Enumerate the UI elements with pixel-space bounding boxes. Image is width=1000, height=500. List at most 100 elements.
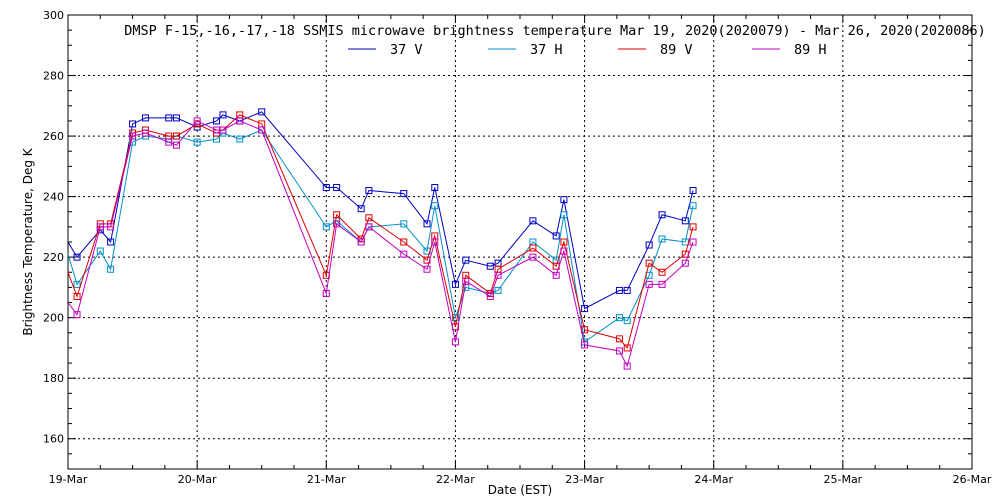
data-point xyxy=(689,202,697,210)
data-point xyxy=(560,247,568,255)
data-point xyxy=(552,232,560,240)
y-tick-label: 220 xyxy=(43,251,64,264)
data-point xyxy=(451,314,459,322)
data-point xyxy=(219,126,227,134)
data-point xyxy=(73,311,81,319)
data-point xyxy=(431,238,439,246)
data-point xyxy=(107,265,115,273)
data-point xyxy=(357,238,365,246)
data-point xyxy=(689,223,697,231)
data-point xyxy=(560,196,568,204)
x-tick-label: 24-Mar xyxy=(694,473,733,486)
data-point xyxy=(400,238,408,246)
y-tick-label: 240 xyxy=(43,191,64,204)
data-point xyxy=(333,184,341,192)
data-point xyxy=(431,202,439,210)
data-point xyxy=(73,292,81,300)
data-point xyxy=(486,262,494,270)
data-point xyxy=(645,241,653,249)
data-series xyxy=(67,108,697,370)
data-point xyxy=(73,280,81,288)
data-point xyxy=(400,250,408,258)
data-point xyxy=(623,344,631,352)
data-point xyxy=(645,280,653,288)
data-point xyxy=(689,238,697,246)
legend-label: 89 H xyxy=(794,42,827,58)
series-37-h xyxy=(67,126,697,346)
data-point xyxy=(615,347,623,355)
data-point xyxy=(219,111,227,119)
data-point xyxy=(213,117,221,125)
data-point xyxy=(615,286,623,294)
data-point xyxy=(193,138,201,146)
data-point xyxy=(322,223,330,231)
data-point xyxy=(96,247,104,255)
legend-item-37-h: 37 H xyxy=(488,42,563,58)
data-point xyxy=(172,132,180,140)
data-point xyxy=(623,362,631,370)
legend-item-89-h: 89 H xyxy=(752,42,827,58)
data-point xyxy=(96,223,104,231)
series-89-h xyxy=(67,117,697,370)
data-point xyxy=(365,187,373,195)
data-point xyxy=(494,271,502,279)
y-tick-label: 160 xyxy=(43,433,64,446)
data-point xyxy=(129,120,137,128)
data-point xyxy=(357,205,365,213)
chart-title: DMSP F-15,-16,-17,-18 SSMIS microwave br… xyxy=(124,23,986,39)
data-point xyxy=(658,268,666,276)
data-point xyxy=(193,117,201,125)
data-point xyxy=(73,253,81,261)
data-point xyxy=(423,220,431,228)
data-point xyxy=(165,138,173,146)
data-point xyxy=(462,256,470,264)
x-tick-label: 19-Mar xyxy=(49,473,88,486)
data-point xyxy=(400,220,408,228)
data-point xyxy=(689,187,697,195)
axis-ticks xyxy=(67,14,973,470)
data-point xyxy=(529,244,537,252)
series-line-89-h xyxy=(67,120,694,368)
legend-item-89-v: 89 V xyxy=(618,42,693,58)
x-tick-label: 25-Mar xyxy=(823,473,862,486)
legend-label: 89 V xyxy=(660,42,693,58)
data-point xyxy=(658,211,666,219)
data-point xyxy=(333,211,341,219)
data-point xyxy=(615,335,623,343)
data-point xyxy=(141,114,149,122)
x-tick-label: 26-Mar xyxy=(953,473,992,486)
data-point xyxy=(400,190,408,198)
y-tick-label: 280 xyxy=(43,70,64,83)
data-point xyxy=(258,126,266,134)
data-point xyxy=(423,265,431,273)
series-line-37-v xyxy=(67,111,694,310)
data-point xyxy=(462,277,470,285)
data-point xyxy=(236,117,244,125)
data-point xyxy=(258,108,266,116)
y-tick-label: 260 xyxy=(43,130,64,143)
data-point xyxy=(107,223,115,231)
data-point xyxy=(165,114,173,122)
data-point xyxy=(658,235,666,243)
data-point xyxy=(431,184,439,192)
data-point xyxy=(529,253,537,261)
data-point xyxy=(681,217,689,225)
x-tick-label: 23-Mar xyxy=(565,473,604,486)
data-point xyxy=(623,286,631,294)
data-point xyxy=(560,238,568,246)
x-axis-title: Date (EST) xyxy=(488,483,552,497)
data-point xyxy=(107,238,115,246)
y-axis-title: Brightness Temperature, Deg K xyxy=(21,147,35,335)
data-point xyxy=(552,271,560,279)
data-point xyxy=(172,114,180,122)
tick-labels: 19-Mar 20-Mar 21-Mar 22-Mar 23-Mar 24-Mar 25-M… xyxy=(43,9,992,486)
legend: 37 V 37 H 89 V 89 H xyxy=(348,42,827,58)
data-point xyxy=(141,129,149,137)
x-tick-label: 21-Mar xyxy=(307,473,346,486)
data-point xyxy=(236,135,244,143)
plot-frame xyxy=(67,14,973,470)
x-tick-label: 22-Mar xyxy=(436,473,475,486)
data-point xyxy=(129,132,137,140)
data-point xyxy=(529,217,537,225)
